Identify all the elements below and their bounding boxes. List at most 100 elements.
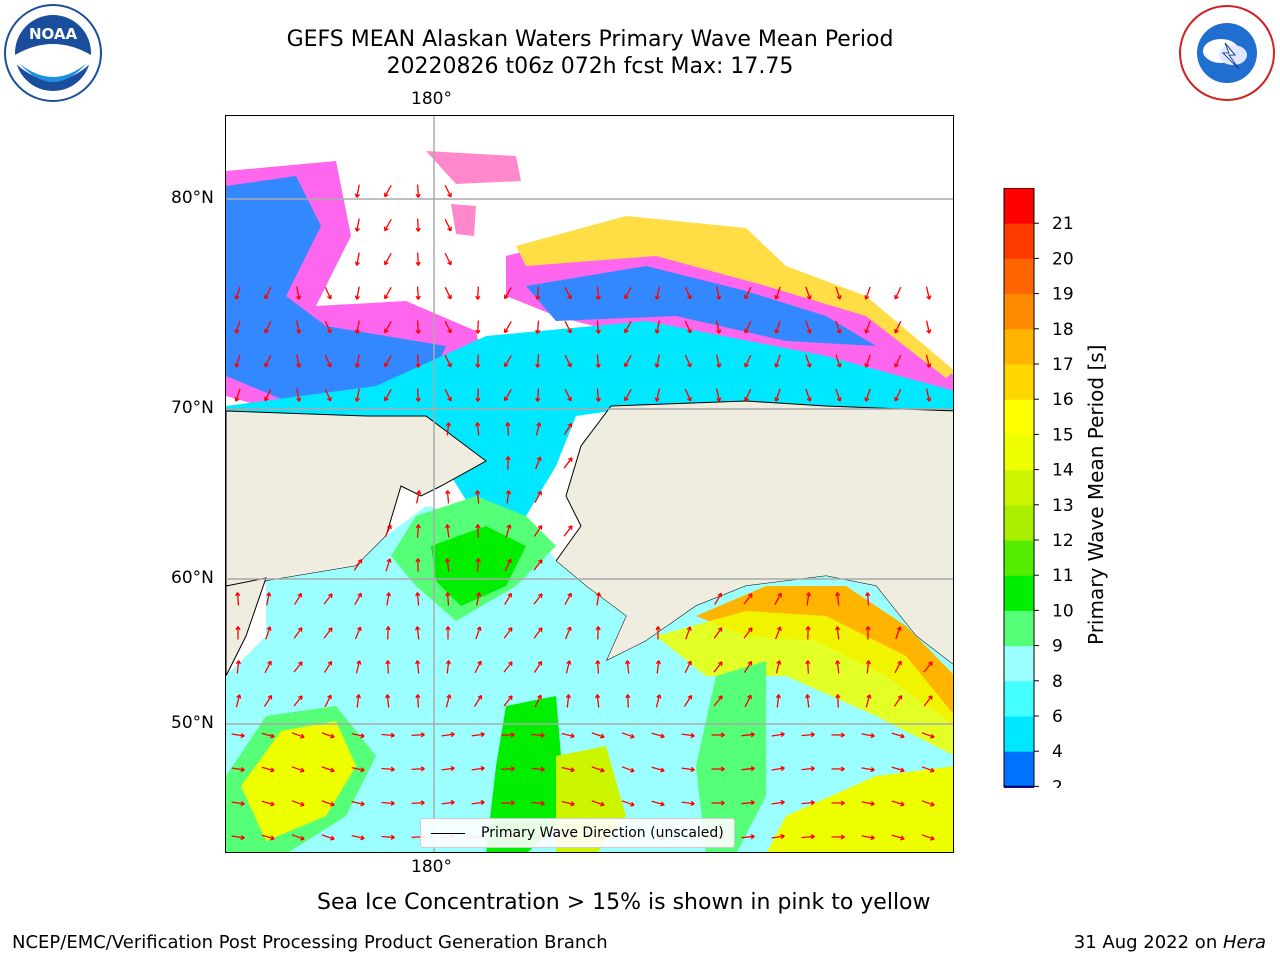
wave-arrow	[775, 694, 781, 708]
wave-arrow	[415, 694, 421, 708]
sea-ice-floe-2	[451, 204, 476, 236]
footer-date: 31 Aug 2022 on Hera	[1074, 932, 1266, 953]
wave-arrow	[595, 626, 601, 640]
wave-arrow	[445, 660, 451, 674]
wave-arrow	[293, 695, 303, 707]
wave-arrow	[504, 287, 512, 300]
colorbar-segment	[1004, 223, 1034, 259]
sea-ice-note: Sea Ice Concentration > 15% is shown in …	[317, 890, 931, 915]
wave-arrow	[894, 354, 902, 368]
wave-arrow	[774, 354, 781, 368]
gulf-green-band	[696, 661, 766, 852]
wave-arrow	[861, 767, 875, 773]
wave-arrow	[324, 694, 332, 708]
wave-arrow	[771, 833, 785, 840]
wave-arrow	[323, 593, 333, 605]
wave-arrow	[624, 286, 632, 300]
wave-arrow	[385, 694, 391, 708]
wave-arrow	[771, 731, 785, 738]
wave-arrow	[505, 524, 512, 538]
colorbar-segment	[1004, 575, 1034, 611]
wave-arrow	[441, 799, 455, 806]
wave-arrow	[535, 320, 541, 334]
wave-arrow	[595, 388, 601, 402]
wave-arrow	[835, 388, 842, 402]
colorbar-tick-label: 13	[1052, 496, 1074, 516]
wave-arrow	[805, 660, 811, 674]
wave-arrow	[534, 694, 542, 708]
wave-arrow	[743, 660, 753, 673]
wave-arrow	[261, 800, 275, 807]
wave-arrow	[353, 559, 363, 571]
wave-arrow	[531, 766, 545, 772]
wave-arrow	[354, 184, 360, 198]
nws-logo	[1177, 3, 1277, 103]
wave-arrow	[445, 694, 452, 708]
sea-ice-east-yellow	[516, 216, 953, 378]
wave-arrow	[774, 320, 781, 334]
wave-arrow	[651, 800, 665, 807]
wave-arrow	[415, 524, 421, 538]
wave-arrow	[441, 731, 455, 738]
colorbar-tick-label: 4	[1052, 742, 1063, 762]
wave-arrow	[891, 800, 905, 807]
wave-arrow	[565, 660, 572, 674]
wave-arrow	[321, 800, 335, 807]
wave-arrow	[324, 388, 332, 402]
wave-arrow	[805, 286, 812, 300]
top-lon-label: 180°	[411, 89, 452, 109]
wave-arrow	[714, 592, 722, 605]
wave-arrow	[264, 286, 272, 300]
wave-arrow	[595, 354, 601, 368]
map-legend: Primary Wave Direction (unscaled)	[420, 818, 735, 848]
wave-arrow	[684, 320, 692, 334]
wave-arrow	[354, 286, 360, 300]
wave-arrow	[744, 354, 752, 368]
wave-arrow	[231, 835, 245, 841]
colorbar-segment	[1004, 504, 1034, 541]
wave-arrow	[835, 626, 841, 640]
wave-arrow	[861, 733, 875, 739]
wave-arrow	[595, 320, 601, 334]
wave-arrow	[771, 765, 785, 772]
wave-arrow	[231, 733, 245, 739]
wave-arrow	[864, 320, 871, 334]
wave-arrow	[503, 661, 513, 673]
wave-arrow	[296, 320, 302, 334]
colorbar-tick-label: 9	[1052, 637, 1063, 657]
wave-arrow	[324, 354, 332, 368]
pacific-yellow-sw	[241, 721, 356, 841]
wave-arrow	[805, 592, 812, 606]
wave-arrow	[923, 695, 933, 707]
wave-arrow	[261, 732, 275, 739]
wave-arrow	[801, 800, 815, 806]
wave-arrow	[264, 354, 272, 368]
wave-arrow	[713, 695, 723, 707]
wave-arrow	[411, 766, 425, 772]
wave-arrow	[444, 218, 452, 232]
wave-arrow	[595, 694, 601, 708]
wave-arrow	[354, 626, 362, 640]
wave-arrow	[264, 388, 272, 402]
wave-arrow	[471, 799, 485, 806]
colorbar-segment	[1004, 469, 1034, 506]
wave-arrow	[655, 626, 661, 640]
wave-arrow	[234, 354, 241, 368]
wave-arrow	[891, 834, 905, 841]
wave-arrow	[415, 286, 421, 300]
wave-arrow	[476, 592, 482, 606]
wave-arrow	[385, 558, 392, 572]
wave-arrow	[475, 286, 481, 300]
wave-arrow	[234, 320, 241, 334]
wave-arrow	[624, 320, 632, 334]
wave-arrow	[891, 766, 905, 773]
wave-arrow	[564, 626, 572, 640]
wave-arrow	[864, 286, 871, 300]
wave-arrow	[654, 320, 661, 334]
wave-arrow	[445, 524, 451, 538]
wave-arrow	[504, 321, 512, 334]
wave-arrow	[711, 766, 725, 772]
colorbar-tick-label: 14	[1052, 461, 1074, 481]
wave-arrow	[503, 695, 513, 707]
wave-arrow	[715, 388, 722, 402]
